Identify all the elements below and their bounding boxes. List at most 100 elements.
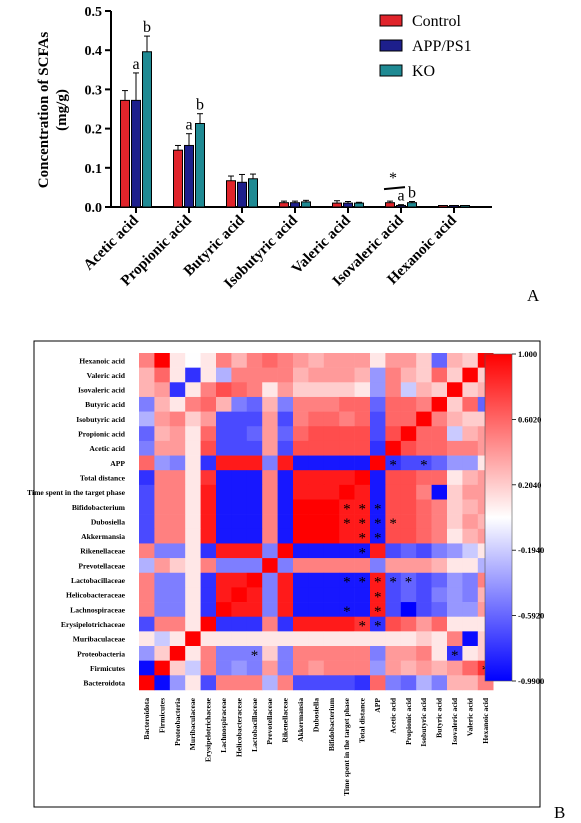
heatmap-cell [154,426,171,442]
heatmap-cell [216,440,232,456]
y-tick-label: 0.1 [85,162,103,177]
heatmap-cell [339,411,355,427]
row-label: Helicobacteraceae [66,591,126,600]
significance-star: * [343,516,351,532]
heatmap-cell [154,411,171,427]
heatmap-cell [416,587,432,603]
heatmap-cell [216,499,232,515]
heatmap-cell [447,514,463,530]
heatmap-cell [169,455,186,471]
heatmap-cell [447,602,463,617]
y-tick-label: 0.0 [85,201,103,216]
row-label: Isobutyric acid [76,415,126,424]
heatmap-cell [185,675,201,691]
heatmap-cell [262,587,278,603]
bar-ko [460,205,470,208]
bar-ko [301,201,311,208]
heatmap-cell [262,558,278,574]
heatmap-cell [169,426,186,442]
heatmap-cell [169,602,186,617]
heatmap-cell [354,631,371,647]
heatmap-cell [447,382,463,398]
heatmap-cell [323,514,340,530]
heatmap-cell [416,631,432,647]
heatmap-cell [431,572,448,588]
heatmap-cell [400,426,417,442]
heatmap-cell [323,484,340,500]
heatmap-cell [370,646,386,661]
heatmap-cell [370,514,386,530]
heatmap-cell [246,484,263,500]
heatmap-cell [139,440,155,456]
heatmap-cell [416,411,432,427]
legend-swatch [379,39,403,52]
heatmap-cell [354,470,371,486]
heatmap-cell [462,440,479,456]
column-label: Firmicutes [157,698,166,733]
heatmap-cell [277,426,294,442]
heatmap-cell [231,484,248,500]
significance-star: * [374,604,382,620]
column-label: Total distance [358,697,367,743]
heatmap-cell [354,455,371,471]
heatmap-cell [431,616,448,632]
heatmap-cell [308,543,325,559]
heatmap-cell [169,587,186,603]
heatmap-cell [339,514,355,530]
heatmap-cell [385,602,402,617]
significance-star: * [389,170,397,187]
heatmap-cell [416,528,432,544]
heatmap-cell [462,616,479,632]
heatmap-cell [185,558,201,574]
heatmap-cell [462,455,479,471]
heatmap-cell [323,587,340,603]
heatmap-cell [154,572,171,588]
heatmap-cell [385,631,402,647]
heatmap-cell [416,675,432,691]
heatmap-cell [462,587,479,603]
heatmap-cell [262,411,278,427]
legend-label: Control [412,13,461,30]
row-label: APP [110,459,125,468]
heatmap-cell [339,353,355,368]
heatmap-cell [323,499,340,515]
heatmap-cell [262,499,278,515]
column-label: Bacteroidota [142,698,151,740]
heatmap-cell [323,572,340,588]
y-axis-label-line1: Concentration of SCFAs [36,32,52,189]
heatmap-cell [246,616,263,632]
heatmap-cell [200,514,217,530]
heatmap-cell [293,426,309,442]
heatmap-cell [139,660,155,676]
heatmap-cell [323,675,340,691]
heatmap-cell [169,543,186,559]
row-label: Acetic acid [89,444,125,453]
y-tick-label: 0.4 [85,44,103,59]
heatmap-cell [293,382,309,398]
heatmap-cell [416,426,432,442]
heatmap-cell [323,440,340,456]
heatmap-cell [339,558,355,574]
heatmap-cell [200,675,217,691]
row-label: Dubosiella [91,517,125,526]
heatmap-cell [154,440,171,456]
heatmap-cell [447,499,463,515]
heatmap-cell [293,646,309,661]
bar-ko [248,178,258,208]
heatmap-cell [200,660,217,676]
heatmap-cell [216,631,232,647]
heatmap-cell [231,470,248,486]
significance-star: * [420,457,428,473]
heatmap-cell [354,558,371,574]
heatmap-cell [277,587,294,603]
heatmap-cell [262,543,278,559]
heatmap-cell [185,543,201,559]
heatmap-cell [262,514,278,530]
heatmap-cell [262,646,278,661]
heatmap-cell [216,396,232,412]
heatmap-cell [339,484,355,500]
heatmap-cell [400,675,417,691]
bar-control [226,180,236,208]
significance-star: * [359,545,367,561]
heatmap-cell [462,543,479,559]
